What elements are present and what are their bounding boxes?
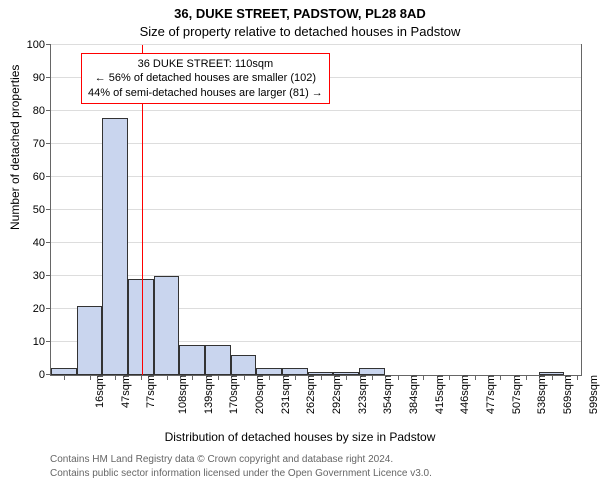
annotation-line-2: ← 56% of detached houses are smaller (10… — [88, 71, 323, 85]
plot-area: 010203040506070809010016sqm47sqm77sqm108… — [50, 44, 582, 376]
y-tick-label: 100 — [27, 39, 51, 51]
histogram-bar — [205, 345, 231, 375]
x-tick-label: 507sqm — [505, 375, 523, 414]
y-tick-label: 50 — [33, 204, 51, 216]
x-tick-label: 323sqm — [351, 375, 369, 414]
x-tick-label: 599sqm — [582, 375, 600, 414]
annotation-box: 36 DUKE STREET: 110sqm← 56% of detached … — [81, 53, 330, 104]
histogram-bar — [359, 368, 385, 375]
x-tick-label: 415sqm — [428, 375, 446, 414]
x-tick-label: 384sqm — [402, 375, 420, 414]
x-tick-label: 16sqm — [88, 375, 106, 408]
y-tick-label: 40 — [33, 237, 51, 249]
title-main: 36, DUKE STREET, PADSTOW, PL28 8AD — [0, 6, 600, 21]
histogram-bar — [51, 368, 77, 375]
x-tick-label: 354sqm — [376, 375, 394, 414]
x-tick-label: 77sqm — [139, 375, 157, 408]
histogram-bar — [231, 355, 257, 375]
histogram-bar — [256, 368, 282, 375]
x-tick-label: 477sqm — [479, 375, 497, 414]
x-tick-label: 139sqm — [197, 375, 215, 414]
histogram-bar — [179, 345, 205, 375]
annotation-line-3: 44% of semi-detached houses are larger (… — [88, 86, 323, 100]
histogram-bar — [77, 306, 103, 375]
y-tick-label: 20 — [33, 303, 51, 315]
x-tick-label: 569sqm — [556, 375, 574, 414]
footer-line-1: Contains HM Land Registry data © Crown c… — [0, 454, 600, 465]
x-tick-label: 538sqm — [530, 375, 548, 414]
x-tick-label: 262sqm — [299, 375, 317, 414]
histogram-bar — [102, 118, 128, 375]
x-tick-label: 200sqm — [248, 375, 266, 414]
x-tick-label: 108sqm — [171, 375, 189, 414]
y-tick-label: 0 — [39, 369, 51, 381]
y-tick-label: 90 — [33, 72, 51, 84]
histogram-bar — [154, 276, 180, 375]
x-axis-label: Distribution of detached houses by size … — [0, 430, 600, 444]
histogram-bar — [282, 368, 308, 375]
title-sub: Size of property relative to detached ho… — [0, 24, 600, 39]
y-tick-label: 80 — [33, 105, 51, 117]
chart-container: 36, DUKE STREET, PADSTOW, PL28 8AD Size … — [0, 0, 600, 500]
x-tick-label: 231sqm — [274, 375, 292, 414]
histogram-bar — [128, 279, 154, 375]
x-tick-label: 292sqm — [325, 375, 343, 414]
footer-line-2: Contains public sector information licen… — [0, 468, 600, 479]
y-tick-label: 70 — [33, 138, 51, 150]
x-tick-label: 47sqm — [114, 375, 132, 408]
y-tick-label: 30 — [33, 270, 51, 282]
annotation-line-1: 36 DUKE STREET: 110sqm — [88, 57, 323, 71]
y-tick-label: 60 — [33, 171, 51, 183]
y-axis-label: Number of detached properties — [8, 65, 22, 230]
x-tick-label: 446sqm — [453, 375, 471, 414]
y-tick-label: 10 — [33, 336, 51, 348]
x-tick-label: 170sqm — [222, 375, 240, 414]
